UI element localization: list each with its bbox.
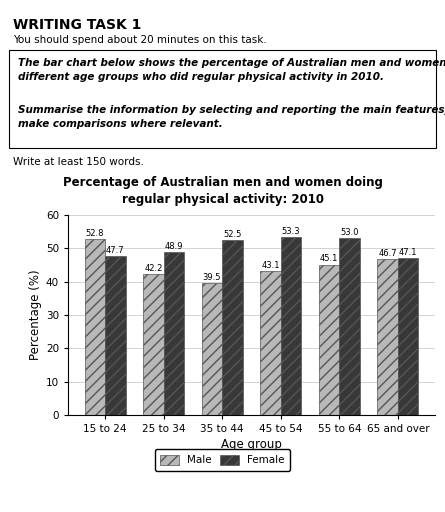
Bar [105,256,125,415]
Text: WRITING TASK 1: WRITING TASK 1 [13,18,142,32]
Bar [164,252,184,415]
Text: 48.9: 48.9 [165,242,183,251]
Y-axis label: Percentage (%): Percentage (%) [28,270,42,360]
Text: 42.2: 42.2 [144,264,162,273]
Text: 46.7: 46.7 [378,249,397,258]
Text: 43.1: 43.1 [261,261,280,270]
Bar [222,240,243,415]
Text: You should spend about 20 minutes on this task.: You should spend about 20 minutes on thi… [13,35,267,45]
Bar [398,258,418,415]
Text: 47.1: 47.1 [399,248,417,257]
Legend: Male, Female: Male, Female [155,450,290,471]
Text: Summarise the information by selecting and reporting the main features, and
make: Summarise the information by selecting a… [18,105,445,129]
Text: The bar chart below shows the percentage of Australian men and women in
differen: The bar chart below shows the percentage… [18,58,445,82]
Bar [85,239,105,415]
Text: 52.5: 52.5 [223,230,242,239]
Text: Percentage of Australian men and women doing
regular physical activity: 2010: Percentage of Australian men and women d… [63,176,382,206]
Text: 53.0: 53.0 [340,228,359,237]
Text: 53.3: 53.3 [282,227,300,236]
Text: 39.5: 39.5 [203,273,221,282]
Bar [281,238,301,415]
X-axis label: Age group: Age group [221,438,282,451]
Text: 45.1: 45.1 [320,254,338,263]
Text: 52.8: 52.8 [86,229,104,238]
Bar [143,274,164,415]
Bar [339,238,360,415]
Bar [202,283,222,415]
Bar [260,271,281,415]
Text: Write at least 150 words.: Write at least 150 words. [13,157,144,167]
Bar [377,260,398,415]
Text: 47.7: 47.7 [106,246,125,254]
Bar [319,265,339,415]
